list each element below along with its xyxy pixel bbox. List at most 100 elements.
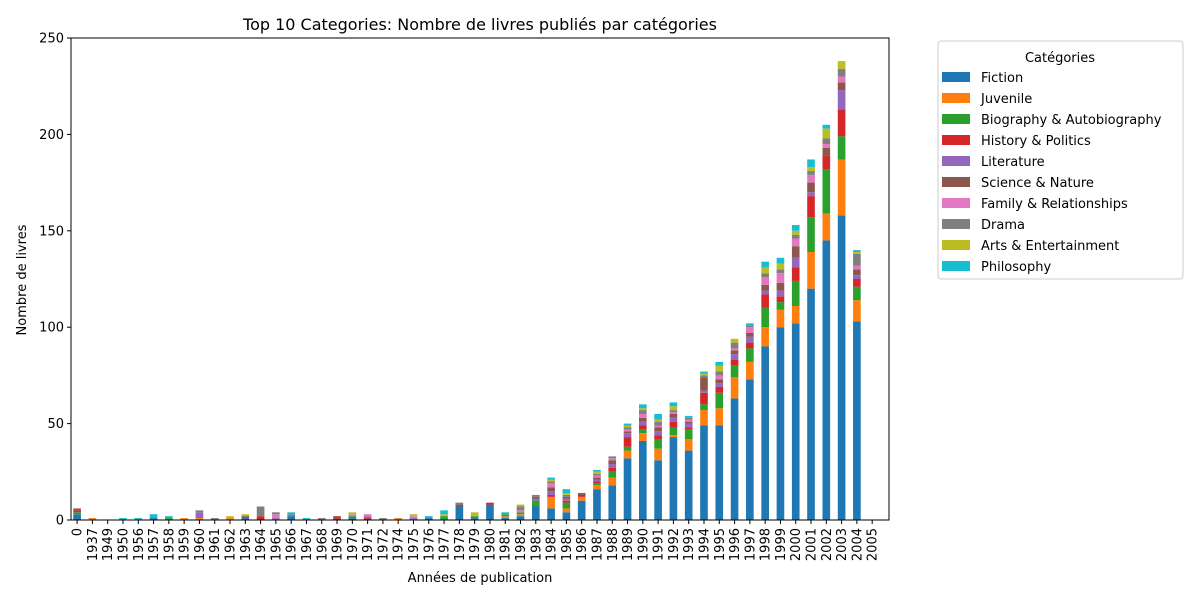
bar-1966-series-9 <box>287 512 295 515</box>
bar-1969-series-3 <box>333 518 341 520</box>
x-tick-label-0: 0 <box>71 528 86 536</box>
bar-2000-series-8 <box>791 230 800 235</box>
bar-1996-series-1 <box>730 377 739 399</box>
plot-frame <box>70 37 890 521</box>
bar-1991-series-0 <box>654 460 662 520</box>
legend-swatch-0 <box>942 72 970 82</box>
bar-1993-series-9 <box>684 415 693 418</box>
x-tick-label-2005: 2005 <box>866 528 881 561</box>
bar-1998-series-4 <box>761 290 769 295</box>
bar-1989-series-3 <box>623 437 632 447</box>
bar-1979-series-0 <box>470 518 479 520</box>
bar-1937-series-1 <box>88 518 97 520</box>
bar-1996-series-5 <box>730 350 739 355</box>
bar-1985-series-1 <box>562 508 571 513</box>
x-tick-label-1975: 1975 <box>407 528 422 561</box>
x-tick-label-1998: 1998 <box>759 528 774 561</box>
bar-1984-series-6 <box>547 483 555 488</box>
bar-2002-series-3 <box>822 155 831 170</box>
bar-1982-series-7 <box>516 506 525 511</box>
bar-1999-series-6 <box>776 273 785 283</box>
x-tick-label-1979: 1979 <box>468 528 483 561</box>
bar-1998-series-8 <box>761 267 769 274</box>
bar-1992-series-7 <box>669 410 678 413</box>
bar-1997-series-3 <box>746 342 754 349</box>
x-tick-label-1994: 1994 <box>697 528 712 561</box>
bar-1991-series-1 <box>654 448 662 461</box>
bar-2001-series-6 <box>807 174 815 183</box>
bar-1987-series-5 <box>593 477 601 480</box>
bar-1989-series-5 <box>623 431 632 434</box>
bar-1984-series-7 <box>547 481 555 484</box>
bar-2003-series-2 <box>837 136 846 160</box>
y-tick-label-100: 100 <box>39 321 64 336</box>
bar-2004-series-5 <box>853 269 861 276</box>
bar-1996-series-0 <box>730 398 739 520</box>
bar-1990-series-6 <box>639 413 647 418</box>
x-tick-label-1962: 1962 <box>224 528 239 561</box>
bar-1970-series-0 <box>348 518 357 520</box>
bar-1993-series-7 <box>684 417 693 420</box>
bar-1985-series-8 <box>562 493 571 495</box>
bar-1987-series-4 <box>593 479 601 482</box>
bar-2003-series-3 <box>837 109 846 137</box>
bar-1999-series-1 <box>776 309 785 328</box>
y-tick-label-250: 250 <box>39 32 64 47</box>
x-tick-label-2003: 2003 <box>835 528 850 561</box>
x-tick-label-1967: 1967 <box>300 528 315 561</box>
bar-1998-series-0 <box>761 346 769 520</box>
bar-1988-series-1 <box>608 477 617 486</box>
bar-2004-series-6 <box>853 265 861 270</box>
bar-1987-series-0 <box>593 489 601 520</box>
bar-1988-series-2 <box>608 471 617 478</box>
bar-2001-series-8 <box>807 167 815 172</box>
bar-1987-series-1 <box>593 485 601 490</box>
bar-1995-series-9 <box>715 361 724 366</box>
bar-1982-series-2 <box>516 512 525 515</box>
bar-2003-series-0 <box>837 215 846 520</box>
bar-1993-series-4 <box>684 423 693 428</box>
bar-1978-series-7 <box>455 502 464 505</box>
bar-1988-series-4 <box>608 464 617 468</box>
bar-1994-series-3 <box>700 392 708 405</box>
bar-1984-series-1 <box>547 496 555 509</box>
bar-1962-series-1 <box>226 518 234 520</box>
x-tick-label-1963: 1963 <box>239 528 254 561</box>
bar-1997-series-6 <box>746 327 754 333</box>
y-tick-label-0: 0 <box>56 514 64 529</box>
legend-swatch-9 <box>942 261 970 271</box>
legend-label-8: Arts & Entertainment <box>981 239 1119 254</box>
bar-1992-series-2 <box>669 427 678 436</box>
bar-1996-series-8 <box>730 338 739 343</box>
bar-1982-series-8 <box>516 504 525 507</box>
bar-1980-series-3 <box>486 502 494 505</box>
bar-1997-series-1 <box>746 361 754 380</box>
x-tick-label-1981: 1981 <box>499 528 514 561</box>
bar-2000-series-7 <box>791 234 800 239</box>
bar-1983-series-7 <box>531 494 540 497</box>
bar-2004-series-0 <box>853 321 861 520</box>
bar-1960-series-4 <box>195 512 204 519</box>
x-tick-label-1937: 1937 <box>86 528 101 561</box>
legend-label-5: Science & Nature <box>981 176 1094 191</box>
y-tick-label-150: 150 <box>39 224 64 239</box>
bar-1965-series-4 <box>272 518 280 520</box>
bar-1975-series-6 <box>409 516 418 519</box>
legend-label-7: Drama <box>981 218 1025 233</box>
bar-1968-series-7 <box>317 518 326 520</box>
bar-1960-series-1 <box>195 518 204 520</box>
bar-2001-series-3 <box>807 196 815 218</box>
bar-1961-series-7 <box>210 518 219 520</box>
x-tick-label-2000: 2000 <box>789 528 804 561</box>
bar-0-series-5 <box>73 508 81 511</box>
y-axis-label: Nombre de livres <box>15 224 30 335</box>
x-tick-label-1964: 1964 <box>254 528 269 561</box>
bar-2001-series-5 <box>807 182 815 193</box>
x-tick-label-1958: 1958 <box>162 528 177 561</box>
bar-1995-series-5 <box>715 379 724 384</box>
bar-1992-series-0 <box>669 437 678 520</box>
bar-1990-series-9 <box>639 404 647 409</box>
legend: Catégories Fiction Juvenile Biography & Au… <box>937 40 1184 280</box>
y-tick-label-50: 50 <box>47 417 64 432</box>
